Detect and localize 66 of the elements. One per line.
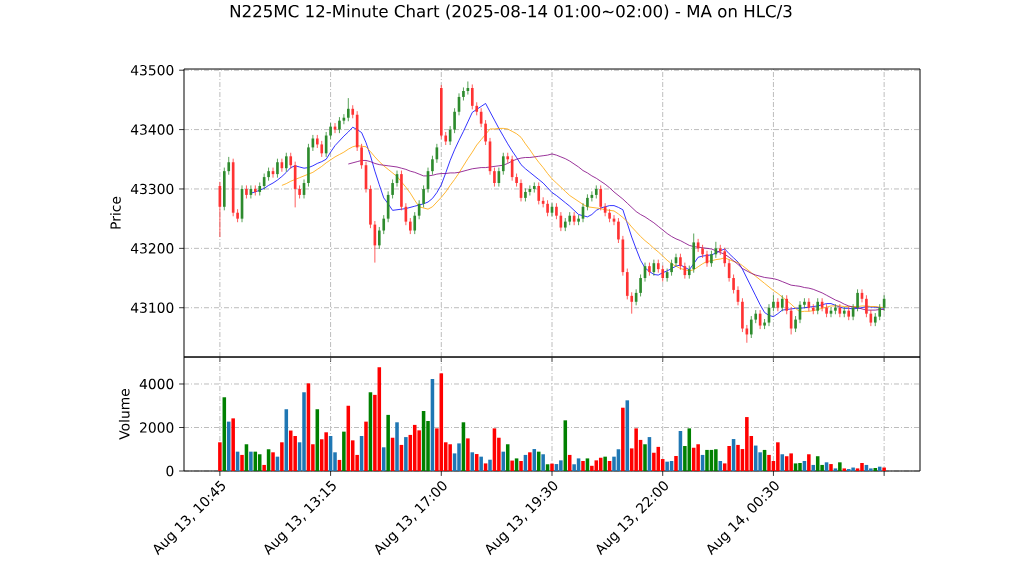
bar (386, 414, 390, 472)
bar (714, 449, 718, 472)
bar (510, 460, 514, 472)
bar (665, 461, 669, 472)
bar (262, 464, 266, 472)
bar (736, 444, 740, 472)
chart-title: N225MC 12-Minute Chart (2025-08-14 01:00~02:00) - MA on HLC/3 (230, 4, 792, 20)
y-tick-label: 43200 (130, 243, 174, 254)
bar (643, 444, 647, 472)
bar (293, 435, 297, 472)
bar (488, 459, 492, 472)
bar (448, 444, 452, 472)
bar (457, 443, 461, 472)
bar (634, 428, 638, 472)
y-tick-label: 43300 (130, 183, 174, 195)
bar (302, 392, 306, 472)
bar (674, 456, 678, 472)
bar (240, 454, 244, 472)
bar (271, 452, 275, 472)
bar (550, 463, 554, 472)
bar (479, 456, 483, 472)
bar (288, 430, 293, 472)
bar (882, 467, 886, 472)
bar (829, 464, 833, 472)
bar (842, 468, 847, 472)
y-tick-label: 2000 (140, 422, 174, 433)
bar (559, 460, 563, 472)
bar (226, 421, 231, 472)
bar (581, 461, 585, 472)
bar (342, 431, 346, 472)
bar (364, 421, 368, 472)
bar (231, 418, 235, 472)
bar (621, 407, 625, 472)
bar (767, 454, 771, 472)
bar (833, 468, 838, 472)
bar (789, 453, 793, 472)
y-tick-label: 43500 (130, 64, 174, 76)
bar (807, 454, 811, 472)
bar (528, 452, 532, 472)
bar (727, 446, 731, 472)
bar (218, 442, 222, 472)
bar (838, 462, 842, 472)
bar (324, 432, 328, 472)
bar (705, 449, 709, 472)
bar (745, 417, 749, 472)
bar (603, 456, 607, 472)
bar (280, 442, 284, 472)
bar (395, 422, 399, 472)
bar (798, 462, 802, 472)
bar (519, 461, 523, 472)
bar (249, 451, 253, 472)
bar (404, 437, 408, 472)
bar (257, 454, 262, 472)
y-tick-label: 43400 (130, 124, 174, 135)
bar (851, 467, 855, 472)
y-tick-label: 0 (166, 465, 174, 477)
bar (869, 468, 873, 472)
y-axis-title: Volume (118, 388, 130, 440)
bar (541, 454, 545, 472)
bar (776, 442, 780, 472)
bar (466, 438, 470, 472)
bar (696, 444, 700, 472)
y-axis-title: Price (110, 196, 121, 229)
y-tick-label: 43100 (130, 302, 174, 313)
y-tick-label: 4000 (139, 378, 174, 390)
bar (860, 462, 864, 472)
